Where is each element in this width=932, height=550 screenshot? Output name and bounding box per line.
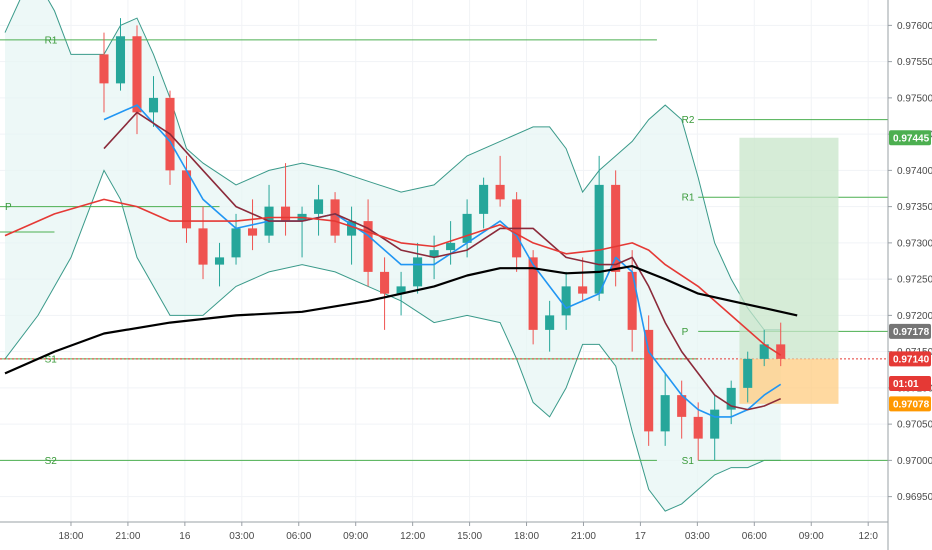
candle-body <box>743 358 753 388</box>
x-tick-label: 06:00 <box>286 531 311 542</box>
candle-body <box>578 286 588 294</box>
y-tick-label: 0.97500 <box>897 93 932 104</box>
pivot-label: S1 <box>45 354 58 365</box>
candle-body <box>627 271 637 330</box>
candle-body <box>413 257 423 287</box>
candle-body <box>363 221 373 272</box>
moving-averages <box>4 104 798 418</box>
candle-body <box>660 395 670 432</box>
pivot-label: P <box>5 202 12 213</box>
x-tick-label: 17 <box>635 531 647 542</box>
candle-body <box>693 416 703 439</box>
x-tick-label: 06:00 <box>742 531 767 542</box>
y-tick-label: 0.97550 <box>897 57 932 68</box>
price-badge-label: 0.97140 <box>893 354 930 365</box>
moving-average-line <box>103 111 782 411</box>
price-badge <box>889 376 931 392</box>
y-tick-label: 0.97400 <box>897 166 932 177</box>
x-tick-label: 03:00 <box>685 531 710 542</box>
y-tick-label: 0.97000 <box>897 456 932 467</box>
pivot-label: R2 <box>682 115 695 126</box>
y-tick-label: 0.97300 <box>897 238 932 249</box>
candle-body <box>710 409 720 439</box>
candle-body <box>198 228 208 265</box>
x-tick-label: 12:00 <box>400 531 425 542</box>
candle-body <box>759 344 769 359</box>
candle-body <box>545 315 555 330</box>
candle-body <box>380 271 390 294</box>
pivot-label: S1 <box>682 456 695 467</box>
price-badge-label: 0.97178 <box>893 327 930 338</box>
y-tick-label: 0.97250 <box>897 275 932 286</box>
pivot-label: S2 <box>45 456 58 467</box>
candle-body <box>561 286 571 316</box>
x-tick-label: 21:00 <box>571 531 596 542</box>
price-badge-label: 01:01 <box>893 379 919 390</box>
x-tick-label: 09:00 <box>799 531 824 542</box>
candle-body <box>396 286 406 294</box>
pivot-levels: R1 R2 P R1 P S1 S2 S1 <box>0 35 888 467</box>
candle-body <box>247 228 258 236</box>
candle-body <box>314 199 324 214</box>
moving-average-line <box>4 265 798 375</box>
y-tick-label: 0.97200 <box>897 311 932 322</box>
x-tick-label: 12:0 <box>858 531 878 542</box>
pivot-label: P <box>682 327 689 338</box>
y-tick-label: 0.97600 <box>897 21 932 32</box>
candle-body <box>330 199 340 236</box>
candle-body <box>446 242 456 251</box>
candle-body <box>115 36 126 84</box>
y-tick-label: 0.97350 <box>897 202 932 213</box>
y-tick-label: 0.97050 <box>897 420 932 431</box>
price-badges: 0.97445 0.97178 0.97140 01:01 0.97078 <box>889 130 931 412</box>
candle-body <box>644 329 654 432</box>
candle-body <box>181 170 192 229</box>
x-tick-label: 18:00 <box>514 531 539 542</box>
price-badge <box>889 351 931 367</box>
candle-body <box>594 184 604 294</box>
price-badge-label: 0.97445 <box>893 133 930 144</box>
target-zone <box>739 137 839 359</box>
moving-average-line <box>4 198 782 356</box>
x-tick-label: 21:00 <box>115 531 140 542</box>
x-tick-label: 09:00 <box>343 531 368 542</box>
moving-average-line <box>103 104 782 418</box>
candle-body <box>231 228 241 258</box>
candle-body <box>148 97 159 113</box>
candle-body <box>429 250 439 258</box>
candle-body <box>99 54 109 84</box>
long-position-tool <box>739 137 839 404</box>
stop-zone <box>739 358 839 404</box>
price-badge-label: 0.97078 <box>893 399 930 410</box>
bollinger-lower <box>4 169 781 512</box>
candle-body <box>462 213 472 243</box>
price-badge <box>889 323 931 339</box>
candle-body <box>132 36 142 113</box>
pivot-label: R1 <box>682 193 695 204</box>
price-badge <box>889 130 931 146</box>
pivot-label: R1 <box>45 35 58 46</box>
candle-body <box>281 206 291 222</box>
candle-body <box>611 184 621 272</box>
x-tick-label: 03:00 <box>229 531 254 542</box>
bollinger-fill <box>5 0 781 512</box>
price-badge <box>889 396 931 412</box>
candle-body <box>528 257 538 330</box>
x-tick-label: 18:00 <box>58 531 83 542</box>
candle-body <box>479 184 489 214</box>
candle-body <box>214 257 225 265</box>
x-tick-label: 15:00 <box>457 531 482 542</box>
candle-body <box>726 387 736 410</box>
x-tick-label: 16 <box>179 531 191 542</box>
candle-body <box>347 221 357 236</box>
candle-body <box>677 395 687 417</box>
candle-body <box>495 184 505 200</box>
candle-body <box>776 344 786 359</box>
y-tick-label: 0.96950 <box>897 492 932 503</box>
